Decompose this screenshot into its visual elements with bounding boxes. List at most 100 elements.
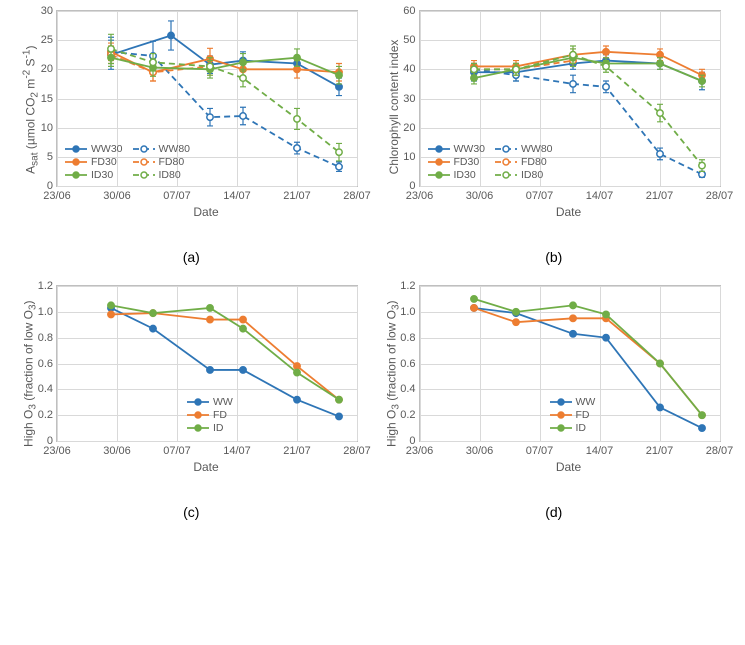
- marker: [294, 54, 300, 60]
- legend-swatch-icon: [133, 144, 155, 154]
- panel-a-plotarea: 05101520253023/0630/0607/0714/0721/0728/…: [56, 10, 358, 187]
- marker: [294, 369, 300, 375]
- xtick-label: 14/07: [223, 186, 251, 202]
- xtick-label: 21/07: [283, 186, 311, 202]
- xtick-label: 30/06: [466, 186, 494, 202]
- marker: [336, 149, 342, 155]
- gridline-v: [357, 11, 358, 186]
- marker: [569, 315, 575, 321]
- marker: [168, 32, 174, 38]
- ytick-label: 10: [403, 151, 419, 163]
- legend-swatch-icon: [495, 170, 517, 180]
- legend-swatch-icon: [495, 144, 517, 154]
- ytick-label: 40: [403, 63, 419, 75]
- ytick-label: 0.8: [400, 332, 419, 344]
- panel-c-xtitle: Date: [56, 460, 356, 474]
- legend-swatch-icon: [550, 423, 572, 433]
- legend-label: ID30: [91, 169, 113, 181]
- ytick-label: 30: [41, 5, 57, 17]
- marker: [569, 302, 575, 308]
- legend-item-ID80: ID80: [133, 169, 191, 181]
- marker: [336, 72, 342, 78]
- marker: [240, 367, 246, 373]
- legend-item-ID30: ID30: [428, 169, 486, 181]
- panel-d-ytitle: High O3 (fraction of low O3): [384, 294, 401, 454]
- marker: [240, 59, 246, 65]
- legend: WW30FD30ID30WW80FD80ID80: [428, 143, 553, 182]
- marker: [698, 162, 704, 168]
- xtick-label: 07/07: [163, 186, 191, 202]
- marker: [336, 396, 342, 402]
- legend-swatch-icon: [428, 170, 450, 180]
- marker: [512, 319, 518, 325]
- marker: [698, 171, 704, 177]
- marker: [512, 66, 518, 72]
- marker: [656, 52, 662, 58]
- ytick-label: 0.2: [38, 409, 57, 421]
- panel-b-ytitle: Chlorophyll content index: [387, 22, 401, 192]
- legend-item-FD: FD: [187, 409, 233, 421]
- gridline-v: [357, 286, 358, 441]
- legend-item-ID: ID: [187, 422, 233, 434]
- legend-swatch-icon: [133, 170, 155, 180]
- legend-label: FD80: [159, 156, 185, 168]
- marker: [207, 367, 213, 373]
- ytick-label: 1.0: [38, 306, 57, 318]
- ytick-label: 0.6: [38, 358, 57, 370]
- legend-swatch-icon: [187, 423, 209, 433]
- marker: [656, 404, 662, 410]
- legend-item-ID80: ID80: [495, 169, 553, 181]
- xtick-label: 21/07: [283, 441, 311, 457]
- xtick-label: 28/07: [706, 186, 734, 202]
- xtick-label: 07/07: [526, 441, 554, 457]
- ytick-label: 0.4: [400, 383, 419, 395]
- legend-label: ID80: [159, 169, 181, 181]
- legend-label: FD: [576, 409, 590, 421]
- legend-item-FD30: FD30: [428, 156, 486, 168]
- marker: [602, 63, 608, 69]
- marker: [656, 360, 662, 366]
- marker: [569, 331, 575, 337]
- legend-item-WW80: WW80: [495, 143, 553, 155]
- legend-item-FD30: FD30: [65, 156, 123, 168]
- xtick-label: 14/07: [586, 441, 614, 457]
- xtick-label: 30/06: [466, 441, 494, 457]
- ytick-label: 0.8: [38, 332, 57, 344]
- caption-b: (b): [373, 219, 736, 285]
- caption-a: (a): [10, 219, 373, 285]
- legend-swatch-icon: [428, 157, 450, 167]
- marker: [602, 49, 608, 55]
- panel-b-xtitle: Date: [419, 205, 719, 219]
- ytick-label: 1.0: [400, 306, 419, 318]
- ytick-label: 0.2: [400, 409, 419, 421]
- marker: [240, 75, 246, 81]
- legend-swatch-icon: [65, 144, 87, 154]
- ytick-label: 30: [403, 93, 419, 105]
- legend-label: FD30: [91, 156, 117, 168]
- series-line-FD: [111, 313, 339, 400]
- legend-label: FD30: [454, 156, 480, 168]
- xtick-label: 30/06: [103, 441, 131, 457]
- legend-item-ID30: ID30: [65, 169, 123, 181]
- legend-swatch-icon: [133, 157, 155, 167]
- ytick-label: 60: [403, 5, 419, 17]
- legend-label: ID80: [521, 169, 543, 181]
- marker: [207, 316, 213, 322]
- marker: [698, 78, 704, 84]
- legend-label: WW80: [159, 143, 191, 155]
- xtick-label: 14/07: [223, 441, 251, 457]
- legend-item-FD80: FD80: [133, 156, 191, 168]
- legend-swatch-icon: [495, 157, 517, 167]
- ytick-label: 1.2: [400, 280, 419, 292]
- marker: [698, 412, 704, 418]
- caption-c: (c): [10, 474, 373, 540]
- marker: [108, 311, 114, 317]
- marker: [207, 305, 213, 311]
- marker: [470, 75, 476, 81]
- xtick-label: 21/07: [646, 441, 674, 457]
- legend-item-WW30: WW30: [65, 143, 123, 155]
- panel-c-ytitle: High O3 (fraction of low O3): [21, 294, 38, 454]
- marker: [294, 66, 300, 72]
- marker: [207, 114, 213, 120]
- marker: [602, 311, 608, 317]
